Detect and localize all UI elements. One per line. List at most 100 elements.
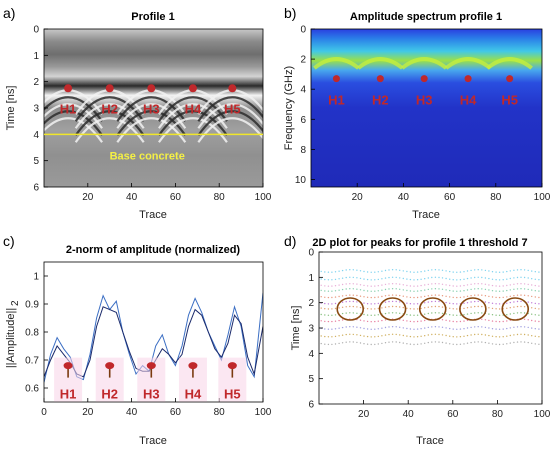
panel-d-peak-dot bbox=[502, 328, 504, 330]
panel-d-peak-dot bbox=[452, 296, 454, 299]
panel-d-peak-dot bbox=[374, 343, 376, 346]
panel-a-hyperbola-arc bbox=[44, 110, 103, 136]
panel-d-peak-dot bbox=[491, 307, 494, 310]
panel-d-peak-dot bbox=[345, 341, 347, 343]
panel-d-peak-dot bbox=[531, 295, 533, 298]
panel-d-peak-dot bbox=[441, 312, 444, 315]
panel-d-peak-dot bbox=[441, 288, 444, 290]
panel-d-peak-dot bbox=[513, 306, 515, 308]
panel-d-peak-dot bbox=[495, 314, 497, 316]
panel-a-peak-label: H3 bbox=[143, 101, 160, 116]
panel-d-peak-dot bbox=[384, 269, 387, 272]
panel-d-peak-dot bbox=[509, 295, 511, 297]
panel-d-peak-dot bbox=[449, 302, 451, 304]
panel-d-peak-dot bbox=[531, 313, 533, 315]
panel-d-peak-dot bbox=[384, 319, 387, 321]
panel-d-peak-dot bbox=[334, 302, 337, 305]
panel-d-peak-dot bbox=[474, 305, 476, 308]
panel-d-peak-dot bbox=[434, 269, 437, 271]
panel-d-peak-dot bbox=[509, 289, 511, 291]
panel-d-peak-dot bbox=[516, 341, 519, 343]
panel-d-peak-dot bbox=[463, 320, 465, 322]
panel-d-peak-dot bbox=[484, 288, 487, 291]
panel-d-peak-dot bbox=[459, 328, 462, 330]
panel-d-peak-dot bbox=[338, 319, 340, 322]
panel-d-peak-dot bbox=[395, 288, 397, 290]
panel-d-peak-dot bbox=[513, 334, 515, 336]
panel-d-peak-dot bbox=[370, 285, 372, 287]
panel-d-peak-dot bbox=[427, 295, 429, 297]
panel-d-peak-dot bbox=[527, 319, 529, 321]
panel-d-peak-dot bbox=[341, 269, 344, 272]
panel-d-peak-dot bbox=[438, 341, 440, 343]
panel-d-peak-dot bbox=[538, 296, 540, 299]
panel-d-peak-dot bbox=[424, 295, 426, 298]
panel-d-peak-dot bbox=[377, 271, 379, 273]
panel-d-peak-dot bbox=[424, 302, 426, 304]
panel-d-peak-dot bbox=[520, 294, 522, 296]
panel-a-hyperbolas bbox=[44, 89, 263, 143]
panel-d-peak-dot bbox=[520, 269, 522, 271]
panel-d-peak-dot bbox=[402, 289, 404, 291]
panel-d-peak-dot bbox=[523, 318, 526, 320]
panel-b-bands bbox=[313, 57, 533, 70]
panel-d-peak-dot bbox=[481, 318, 483, 320]
panel-d-peak-dot bbox=[416, 336, 419, 338]
panel-d-letter: d) bbox=[284, 233, 296, 249]
panel-d-peak-dot bbox=[445, 313, 447, 315]
panel-d-peak-dot bbox=[434, 326, 437, 328]
panel-d-peak-dot bbox=[495, 343, 497, 345]
panel-d-peak-dot bbox=[416, 303, 419, 305]
panel-d-peak-dot bbox=[331, 328, 333, 330]
panel-a-hyperbola-arc bbox=[116, 117, 187, 143]
panel-d-peak-dot bbox=[470, 269, 472, 272]
panel-c-marker bbox=[146, 362, 156, 370]
panel-d-peak-dot bbox=[531, 307, 533, 309]
panel-d-peak-dot bbox=[513, 326, 515, 328]
panel-d-peak-dot bbox=[523, 294, 526, 296]
panel-d-peak-dot bbox=[452, 343, 454, 345]
panel-d-peak-dot bbox=[474, 300, 476, 303]
panel-b-marker-label: H5 bbox=[501, 93, 518, 108]
panel-a-xtick-label: 60 bbox=[170, 192, 182, 203]
panel-d-peak-dot bbox=[409, 285, 412, 287]
panel-d-peak-dot bbox=[474, 294, 476, 296]
panel-d-peak-dot bbox=[438, 300, 440, 303]
panel-d-peak-dot bbox=[534, 278, 536, 280]
panel-c-amplitude-norm: c) 2-norm of amplitude (normalized) 0 20 4… bbox=[3, 233, 272, 447]
panel-d-peak-dot bbox=[495, 328, 497, 330]
panel-d-peak-dot bbox=[466, 289, 469, 291]
panel-d-peak-dot bbox=[349, 294, 351, 296]
panel-d-peak-dot bbox=[495, 308, 497, 310]
panel-d-peak-dot bbox=[363, 313, 365, 316]
panel-d-peak-dot bbox=[470, 288, 472, 291]
panel-a-ticks: 20 40 60 80 100 0 1 2 3 4 5 6 bbox=[33, 25, 271, 204]
panel-d-peak-dot bbox=[513, 283, 515, 285]
panel-d-peak-dot bbox=[391, 305, 394, 308]
panel-d-peak-dot bbox=[352, 269, 354, 271]
panel-d-peak-dot bbox=[491, 302, 494, 304]
panel-d-peak-dot bbox=[409, 320, 412, 323]
panel-c-marker-label: H4 bbox=[185, 387, 202, 402]
panel-d-peak-dot bbox=[491, 278, 494, 280]
panel-d-xlabel: Trace bbox=[416, 435, 444, 447]
panel-d-peak-dot bbox=[534, 271, 536, 273]
panel-a-xtick-label: 100 bbox=[255, 192, 272, 203]
panel-d-peak-dot bbox=[445, 289, 447, 291]
panel-c-marker bbox=[188, 362, 198, 370]
panel-d-peak-dot bbox=[445, 327, 447, 329]
panel-d-peak-dot bbox=[506, 320, 508, 322]
panel-d-peak-dot bbox=[498, 336, 501, 338]
panel-d-peak-dot bbox=[334, 285, 337, 287]
panel-d-peak-dot bbox=[498, 314, 501, 316]
panel-a-ytick-label: 2 bbox=[33, 77, 39, 88]
panel-c-letter: c) bbox=[3, 233, 15, 249]
panel-d-peak-dot bbox=[402, 342, 404, 344]
panel-d-peak-dot bbox=[488, 313, 490, 315]
panel-d-peak-dot bbox=[488, 334, 490, 337]
panel-d-peak-dot bbox=[502, 336, 504, 338]
panel-d-peak-dot bbox=[502, 343, 504, 345]
panel-d-peak-dot bbox=[341, 283, 344, 286]
panel-d-peak-dot bbox=[463, 343, 465, 345]
panel-c-title: 2-norm of amplitude (normalized) bbox=[66, 244, 241, 256]
